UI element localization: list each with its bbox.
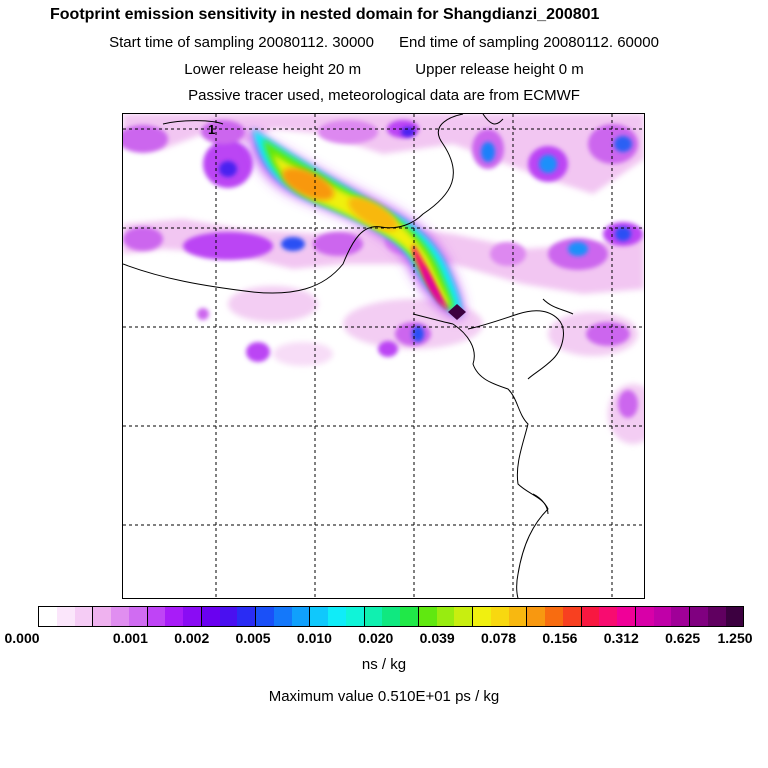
colorbar-swatch: [364, 607, 383, 626]
colorbar-tick-label: 0.001: [112, 630, 148, 646]
colorbar-swatch: [219, 607, 238, 626]
colorbar-swatch: [599, 607, 617, 626]
release-site-marker: [448, 304, 466, 320]
colorbar-swatch: [436, 607, 455, 626]
colorbar-swatch: [527, 607, 545, 626]
colorbar-tick-label: 0.039: [419, 630, 455, 646]
colorbar-swatch: [508, 607, 528, 626]
colorbar-swatch: [454, 607, 473, 626]
colorbar-tick-label: 0.005: [235, 630, 271, 646]
colorbar-tick-label: 0.010: [296, 630, 332, 646]
colorbar-swatch: [581, 607, 600, 626]
colorbar-swatch: [39, 607, 57, 626]
colorbar-swatch: [707, 607, 726, 626]
colorbar: [38, 606, 744, 627]
sampling-times: Start time of sampling 20080112. 30000 E…: [0, 34, 768, 51]
colorbar-swatch: [93, 607, 111, 626]
colorbar-swatch: [635, 607, 654, 626]
colorbar-swatch: [617, 607, 636, 626]
colorbar-swatch: [273, 607, 292, 626]
maximum-value-label: Maximum value 0.510E+01 ps / kg: [268, 688, 500, 705]
colorbar-swatch: [382, 607, 400, 626]
colorbar-swatch: [345, 607, 365, 626]
colorbar-swatch: [56, 607, 75, 626]
colorbar-swatch: [490, 607, 509, 626]
end-time-label: End time of sampling 20080112. 60000: [399, 34, 659, 51]
colorbar-tick-label: 1.250: [717, 630, 753, 646]
colorbar-swatch: [545, 607, 563, 626]
map-grid: [123, 114, 644, 598]
colorbar-tick-label: 0.002: [174, 630, 210, 646]
colorbar-swatch: [671, 607, 690, 626]
blue-spots: [219, 127, 632, 342]
colorbar-swatch: [562, 607, 582, 626]
colorbar-swatch: [328, 607, 346, 626]
colorbar-swatch: [690, 607, 708, 626]
colorbar-swatch: [74, 607, 94, 626]
colorbar-swatch: [165, 607, 183, 626]
colorbar-swatch: [256, 607, 274, 626]
colorbar-tick-label: 0.312: [603, 630, 639, 646]
colorbar-swatch: [291, 607, 311, 626]
colorbar-tick-label: 0.000: [4, 630, 40, 646]
colorbar-swatch: [400, 607, 419, 626]
colorbar-swatch: [418, 607, 437, 626]
unit-label: ns / kg: [361, 656, 407, 673]
release-heights: Lower release height 20 m Upper release …: [0, 61, 768, 78]
coastlines: [123, 114, 574, 598]
tracer-note: Passive tracer used, meteorological data…: [188, 87, 580, 104]
violet-patches: [123, 120, 643, 418]
colorbar-tick-label: 0.156: [542, 630, 578, 646]
grid-marker: 1: [208, 122, 215, 137]
colorbar-tick-label: 0.020: [358, 630, 394, 646]
colorbar-swatch: [310, 607, 328, 626]
start-time-label: Start time of sampling 20080112. 30000: [109, 34, 374, 51]
colorbar-swatch: [183, 607, 202, 626]
colorbar-swatch: [473, 607, 491, 626]
colorbar-swatch: [111, 607, 129, 626]
colorbar-tick-label: 0.078: [481, 630, 517, 646]
footprint-map: 1: [122, 113, 645, 599]
colorbar-swatch: [725, 607, 744, 626]
lower-release-label: Lower release height 20 m: [184, 61, 362, 78]
colorbar-ticks: 0.000 0.001 0.002 0.005 0.010 0.020 0.039 0.078…: [0, 630, 768, 650]
colorbar-swatch: [201, 607, 220, 626]
plume: [248, 129, 466, 320]
colorbar-tick-label: 0.625: [665, 630, 701, 646]
colorbar-swatch: [147, 607, 166, 626]
footprint-map-canvas: 1: [123, 114, 644, 598]
colorbar-swatch: [653, 607, 672, 626]
upper-release-label: Upper release height 0 m: [415, 61, 584, 78]
plot-title: Footprint emission sensitivity in nested…: [50, 6, 600, 23]
colorbar-swatch: [237, 607, 256, 626]
colorbar-swatch: [128, 607, 148, 626]
